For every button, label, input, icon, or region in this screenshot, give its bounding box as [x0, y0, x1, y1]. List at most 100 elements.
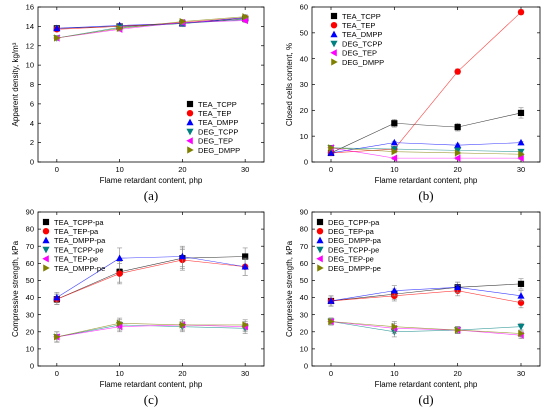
legend-marker: [42, 246, 50, 254]
series-line: [56, 324, 246, 338]
data-point: [116, 24, 124, 32]
y-tick-label: 60: [300, 3, 308, 12]
data-point: [116, 319, 124, 327]
series-line: [330, 321, 522, 334]
series-TEA_TEP: [53, 14, 249, 33]
data-point: [242, 13, 249, 21]
legend-label: DEG_TCPP-pa: [328, 218, 380, 227]
panel-label: (b): [418, 188, 433, 203]
legend-marker: [317, 264, 324, 272]
legend: TEA_TCPP-paTEA_TEP-paTEA_DMPP-paTEA_TCPP…: [42, 218, 106, 273]
legend-label: TEA_DMPP: [342, 30, 382, 39]
data-point: [391, 323, 399, 331]
y-axis-label: Compressive strength, kPa: [11, 240, 20, 337]
legend-label: DEG_TEP: [342, 49, 377, 58]
data-point: [241, 263, 249, 270]
series-line: [330, 286, 522, 302]
data-point: [517, 154, 524, 162]
series-line: [330, 142, 522, 154]
legend-label: DEG_TEP-pa: [328, 227, 375, 236]
y-tick-label: 10: [26, 344, 34, 353]
y-tick-label: 50: [26, 276, 34, 285]
series-DEG_DMPP: [328, 144, 525, 158]
data-point: [179, 321, 187, 329]
y-tick-label: 50: [300, 28, 308, 37]
y-tick-label: 8: [30, 80, 34, 89]
y-tick-label: 10: [300, 132, 308, 141]
legend-label: DEG_DMPP-pa: [328, 236, 382, 245]
legend-marker: [330, 49, 337, 57]
data-point: [517, 138, 525, 146]
data-point: [328, 144, 335, 152]
legend-label: TEA_TEP-pa: [54, 227, 99, 236]
data-point: [454, 141, 462, 148]
data-point: [517, 323, 525, 331]
series-DEG_TCPP-pe: [327, 317, 525, 338]
series-line: [330, 112, 522, 154]
series-line: [330, 290, 522, 303]
data-point: [454, 124, 461, 131]
legend-marker: [316, 236, 324, 244]
y-tick-label: 80: [26, 225, 34, 234]
chart-panel-4: 0 10 20 30 0 10 20 30 40 50 60 70 80 90 Flame retardan…: [285, 208, 541, 407]
legend-marker: [186, 137, 193, 145]
legend-marker: [186, 128, 194, 136]
legend-label: TEA_TEP-pe: [54, 255, 98, 264]
series-line: [56, 256, 246, 300]
legend-label: DEG_TCPP: [342, 39, 382, 48]
legend-marker: [42, 236, 50, 244]
series-line: [56, 17, 246, 29]
legend-marker: [316, 228, 324, 235]
data-point: [391, 120, 398, 127]
series-DEG_DMPP-pa: [327, 281, 525, 307]
data-point: [328, 317, 335, 326]
y-tick-label: 70: [300, 242, 308, 251]
data-point: [517, 292, 525, 299]
legend: TEA_TCPPTEA_TEPTEA_DMPPDEG_TCPPDEG_TEPDE…: [330, 12, 384, 67]
series-line: [56, 322, 246, 338]
legend-label: DEG_TCPP: [198, 127, 238, 136]
y-tick-label: 4: [30, 119, 34, 128]
legend-marker: [330, 22, 338, 29]
series-DEG_DMPP: [54, 13, 249, 42]
y-tick-label: 12: [26, 41, 34, 50]
data-point: [54, 34, 61, 42]
x-tick-label: 10: [390, 369, 398, 378]
series-TEA_TEP-pe: [53, 319, 248, 343]
data-point: [242, 321, 249, 329]
legend-label: TEA_TCPP: [342, 12, 381, 21]
y-tick-label: 90: [26, 208, 34, 217]
chart-panel-1: 0 10 20 30 0 2 4 6 8 10 12 14 16 Flame retardant cont…: [11, 3, 265, 203]
x-tick-label: 30: [241, 369, 249, 378]
x-tick-label: 30: [517, 165, 525, 174]
legend-label: TEA_TCPP-pe: [54, 245, 104, 254]
series-TEA_TCPP: [53, 15, 249, 32]
y-tick-label: 0: [304, 158, 308, 167]
x-tick-label: 20: [178, 165, 186, 174]
y-tick-label: 2: [30, 138, 34, 147]
legend-marker: [330, 12, 338, 20]
y-tick-label: 40: [26, 293, 34, 302]
data-point: [454, 283, 462, 291]
x-tick-label: 0: [329, 165, 333, 174]
legend-marker: [330, 40, 338, 48]
data-point: [454, 68, 461, 75]
data-point: [517, 280, 525, 287]
x-tick-label: 10: [390, 165, 398, 174]
legend-marker: [316, 218, 324, 226]
y-tick-label: 70: [26, 242, 34, 251]
data-point: [53, 24, 61, 32]
x-tick-label: 20: [453, 165, 461, 174]
data-point: [518, 150, 525, 158]
data-point: [327, 149, 335, 156]
data-point: [327, 297, 335, 304]
x-axis-label: Flame retardant content, php: [100, 176, 203, 185]
series-TEA_TCPP-pe: [53, 319, 249, 343]
y-tick-label: 10: [26, 61, 34, 70]
series-line: [56, 259, 246, 300]
legend-label: DEG_TEP-pe: [328, 255, 374, 264]
data-point: [391, 148, 399, 156]
data-point: [390, 286, 398, 294]
y-tick-label: 90: [300, 208, 308, 217]
y-tick-label: 20: [26, 327, 34, 336]
